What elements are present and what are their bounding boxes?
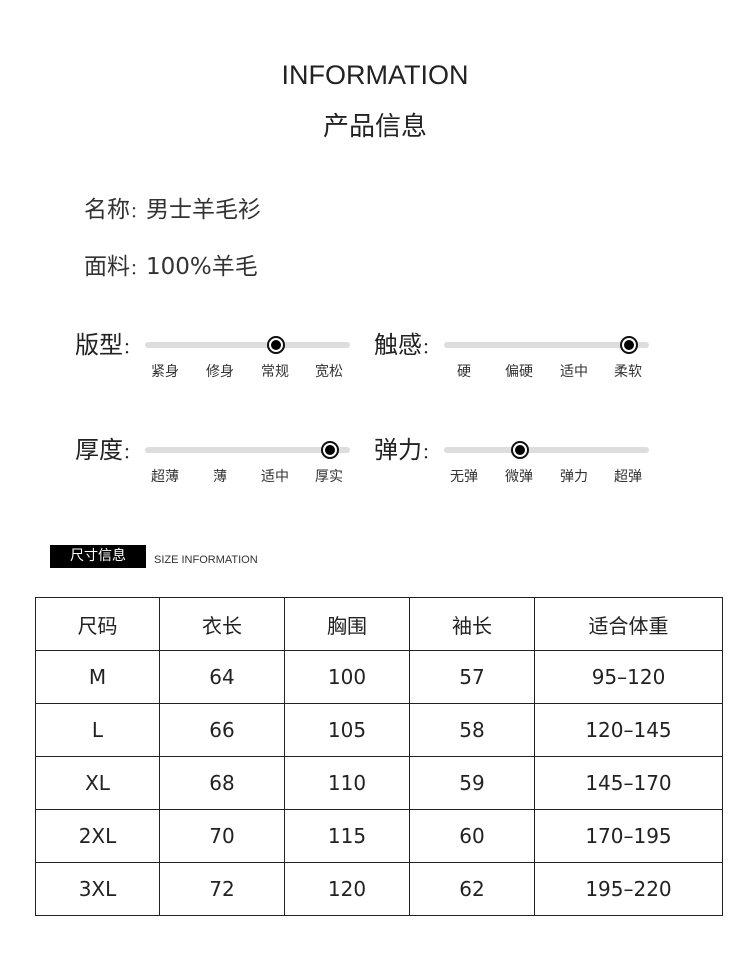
slider-option: 弹力 <box>560 469 588 485</box>
table-cell: 120 <box>284 862 410 916</box>
size-table: 尺码 衣长 胸围 袖长 适合体重 M 64 100 57 95–120 L 66 105 58 1… <box>35 597 723 916</box>
table-cell: 70 <box>159 809 285 863</box>
slider-option: 适中 <box>560 364 588 380</box>
size-info-subtitle: SIZE INFORMATION <box>154 554 258 566</box>
table-cell: 120–145 <box>534 703 723 757</box>
slider-knob <box>321 441 339 459</box>
slider-option: 柔软 <box>614 364 642 380</box>
table-cell: 57 <box>409 650 535 704</box>
slider-option: 硬 <box>457 364 471 380</box>
slider-2: 厚度： 超薄 薄 适中 厚实 <box>75 430 375 500</box>
header-cell: 尺码 <box>35 597 160 651</box>
slider-option: 厚实 <box>315 469 343 485</box>
slider-option: 超弹 <box>614 469 642 485</box>
info-value: 100%羊毛 <box>146 254 258 280</box>
table-cell: 59 <box>409 756 535 810</box>
slider-knob <box>267 336 285 354</box>
table-row: 3XL 72 120 62 195–220 <box>35 862 723 916</box>
table-cell: 72 <box>159 862 285 916</box>
table-cell: 68 <box>159 756 285 810</box>
info-label: 名称 <box>84 197 130 223</box>
table-row: XL 68 110 59 145–170 <box>35 756 723 810</box>
slider-track <box>444 447 649 453</box>
slider-option: 超薄 <box>151 469 179 485</box>
slider-option: 宽松 <box>315 364 343 380</box>
table-cell: 3XL <box>35 862 160 916</box>
table-cell: M <box>35 650 160 704</box>
table-cell: 64 <box>159 650 285 704</box>
info-label: 面料 <box>84 254 130 280</box>
table-cell: 105 <box>284 703 410 757</box>
table-cell: 115 <box>284 809 410 863</box>
slider-knob <box>511 441 529 459</box>
slider-option: 偏硬 <box>505 364 533 380</box>
slider-track <box>145 342 350 348</box>
table-cell: 110 <box>284 756 410 810</box>
info-fabric: 面料：100%羊毛 <box>84 254 258 280</box>
table-cell: 2XL <box>35 809 160 863</box>
slider-track <box>444 342 649 348</box>
slider-label: 版型： <box>75 331 140 359</box>
table-cell: 195–220 <box>534 862 723 916</box>
table-cell: 95–120 <box>534 650 723 704</box>
table-cell: 170–195 <box>534 809 723 863</box>
slider-1: 触感： 硬 偏硬 适中 柔软 <box>374 325 674 395</box>
info-name: 名称：男士羊毛衫 <box>84 197 262 223</box>
slider-track <box>145 447 350 453</box>
title-cn: 产品信息 <box>322 112 427 142</box>
slider-label: 弹力： <box>374 436 439 464</box>
slider-label: 厚度： <box>75 436 140 464</box>
table-cell: 60 <box>409 809 535 863</box>
table-row: 2XL 70 115 60 170–195 <box>35 809 723 863</box>
table-cell: L <box>35 703 160 757</box>
header-cell: 胸围 <box>284 597 410 651</box>
header-cell: 衣长 <box>159 597 285 651</box>
slider-option: 微弹 <box>505 469 533 485</box>
info-value: 男士羊毛衫 <box>146 197 262 223</box>
table-row: L 66 105 58 120–145 <box>35 703 723 757</box>
table-cell: 62 <box>409 862 535 916</box>
table-row: M 64 100 57 95–120 <box>35 650 723 704</box>
slider-option: 修身 <box>206 364 234 380</box>
table-header-row: 尺码 衣长 胸围 袖长 适合体重 <box>35 597 723 651</box>
slider-label: 触感： <box>374 331 439 359</box>
slider-0: 版型： 紧身 修身 常规 宽松 <box>75 325 375 395</box>
slider-3: 弹力： 无弹 微弹 弹力 超弹 <box>374 430 674 500</box>
header-cell: 袖长 <box>409 597 535 651</box>
header-cell: 适合体重 <box>534 597 723 651</box>
slider-option: 常规 <box>261 364 289 380</box>
table-cell: 100 <box>284 650 410 704</box>
slider-option: 紧身 <box>151 364 179 380</box>
table-cell: 66 <box>159 703 285 757</box>
table-cell: 58 <box>409 703 535 757</box>
slider-option: 无弹 <box>450 469 478 485</box>
slider-option: 薄 <box>213 469 227 485</box>
table-cell: 145–170 <box>534 756 723 810</box>
size-info-badge: 尺寸信息 <box>50 545 146 568</box>
title-en: INFORMATION <box>281 60 469 90</box>
slider-knob <box>620 336 638 354</box>
slider-option: 适中 <box>261 469 289 485</box>
table-cell: XL <box>35 756 160 810</box>
